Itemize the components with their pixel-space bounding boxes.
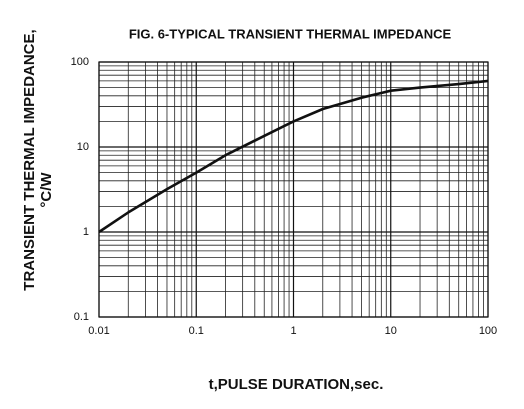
- y-axis-label: °C/W: [38, 172, 55, 208]
- line-series: [98, 79, 489, 234]
- x-tick-label: 0.1: [189, 325, 204, 337]
- x-tick-label: 1: [290, 325, 296, 337]
- x-tick-label: 100: [479, 325, 497, 337]
- x-axis-label: t,PULSE DURATION,sec.: [209, 376, 384, 393]
- y-tick-label: 0.1: [74, 311, 89, 323]
- y-tick-label: 10: [77, 141, 89, 153]
- chart-title: FIG. 6-TYPICAL TRANSIENT THERMAL IMPEDAN…: [129, 26, 452, 41]
- y-tick-label: 1: [83, 226, 89, 238]
- plot-frame: [98, 61, 489, 318]
- y-tick-label: 100: [71, 56, 89, 68]
- x-tick-label: 10: [385, 325, 397, 337]
- y-axis-label: TRANSIENT THERMAL IMPEDANCE,: [21, 29, 38, 290]
- x-tick-label: 0.01: [88, 325, 109, 337]
